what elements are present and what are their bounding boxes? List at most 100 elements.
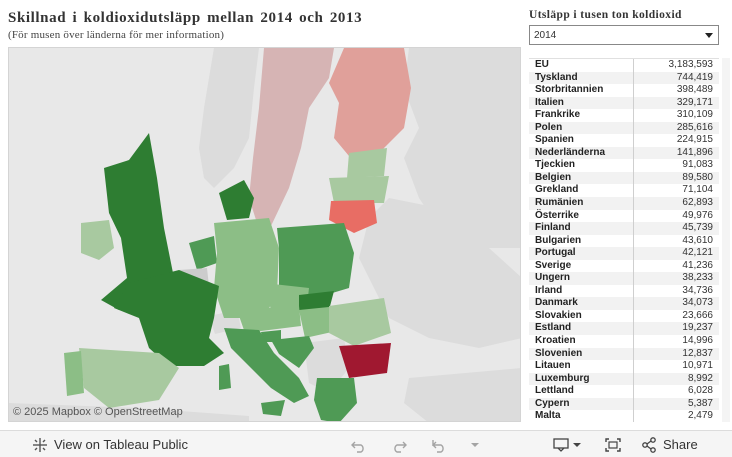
country-name-cell: Italien	[529, 96, 634, 110]
germany-country[interactable]	[214, 218, 279, 318]
table-row[interactable]: Frankrike 310,109	[529, 109, 719, 122]
table-row[interactable]: Ungern 38,233	[529, 272, 719, 285]
table-row[interactable]: Bulgarien 43,610	[529, 234, 719, 248]
table-row[interactable]: Slovakien 23,666	[529, 309, 719, 323]
table-row[interactable]: Kroatien 14,996	[529, 335, 719, 348]
emission-value-cell: 45,739	[682, 222, 713, 234]
undo-button[interactable]	[350, 431, 368, 457]
emission-value-cell: 224,915	[676, 134, 713, 146]
romania-country[interactable]	[329, 298, 391, 346]
table-row[interactable]: Rumänien 62,893	[529, 197, 719, 210]
denmark-country[interactable]	[219, 180, 254, 220]
bulgaria-country[interactable]	[339, 343, 391, 378]
chevron-down-icon	[705, 33, 713, 38]
table-row[interactable]: Österrike 49,976	[529, 209, 719, 223]
country-name-cell: Litauen	[529, 360, 634, 373]
table-row[interactable]: Cypern 5,387	[529, 397, 719, 411]
croatia-country[interactable]	[271, 336, 314, 368]
table-row[interactable]: EU 3,183,593	[529, 59, 719, 72]
country-name-cell: Storbritannien	[529, 84, 634, 97]
map-attribution: © 2025 Mapbox © OpenStreetMap	[13, 406, 183, 418]
country-name-cell: Spanien	[529, 134, 634, 147]
revert-button[interactable]	[430, 431, 448, 457]
emission-value-cell: 42,121	[682, 247, 713, 259]
redo-button[interactable]	[390, 431, 408, 457]
uk-country[interactable]	[101, 133, 174, 310]
country-name-cell: Grekland	[529, 184, 634, 198]
country-name-cell: Rumänien	[529, 197, 634, 210]
view-on-tableau-button[interactable]: View on Tableau Public	[32, 431, 188, 457]
emission-value-cell: 744,419	[676, 71, 713, 83]
table-row[interactable]: Storbritannien 398,489	[529, 84, 719, 97]
table-row[interactable]: Grekland 71,104	[529, 184, 719, 198]
page-subtitle: (För musen över länderna för mer informa…	[8, 29, 225, 41]
portugal-country[interactable]	[64, 351, 84, 396]
table-row[interactable]: Spanien 224,915	[529, 134, 719, 147]
austria-country[interactable]	[237, 306, 301, 333]
emissions-map[interactable]: © 2025 Mapbox © OpenStreetMap	[8, 47, 521, 422]
russia-region	[404, 48, 520, 248]
emission-value-cell: 19,237	[682, 322, 713, 334]
table-row[interactable]: Danmark 34,073	[529, 297, 719, 310]
north-africa-region	[9, 403, 249, 421]
country-name-cell: Luxemburg	[529, 372, 634, 386]
table-row[interactable]: Portugal 42,121	[529, 247, 719, 260]
slovakia-country[interactable]	[299, 291, 334, 310]
table-row[interactable]: Nederländerna 141,896	[529, 146, 719, 160]
emissions-table[interactable]: EU 3,183,593 Tyskland 744,419 Storbritannien…	[529, 58, 719, 422]
year-dropdown[interactable]: 2014	[529, 25, 719, 45]
france-country[interactable]	[114, 270, 224, 366]
toolbar: View on Tableau Public Share	[0, 430, 732, 457]
table-row[interactable]: Tyskland 744,419	[529, 71, 719, 85]
italy-country[interactable]	[224, 328, 309, 403]
estonia-country[interactable]	[347, 148, 387, 178]
slovenia-country[interactable]	[261, 330, 281, 342]
share-button[interactable]: Share	[641, 431, 698, 457]
table-row[interactable]: Belgien 89,580	[529, 171, 719, 185]
share-label: Share	[663, 437, 698, 452]
table-row[interactable]: Estland 19,237	[529, 322, 719, 336]
emission-value-cell: 2,479	[687, 410, 713, 422]
czechia-country[interactable]	[264, 283, 309, 310]
filter-title: Utsläpp i tusen ton koldioxid	[529, 9, 682, 21]
table-row[interactable]: Irland 34,736	[529, 284, 719, 298]
fullscreen-button[interactable]	[604, 431, 622, 457]
table-row[interactable]: Litauen 10,971	[529, 360, 719, 373]
country-name-cell: Österrike	[529, 209, 634, 223]
table-row[interactable]: Lettland 6,028	[529, 385, 719, 398]
finland-country[interactable]	[329, 48, 411, 156]
greece-country[interactable]	[314, 378, 357, 422]
download-button[interactable]	[553, 431, 581, 457]
tableau-logo-icon	[33, 437, 47, 452]
emission-value-cell: 310,109	[676, 109, 713, 121]
country-name-cell: Estland	[529, 322, 634, 336]
country-name-cell: Slovakien	[529, 309, 634, 323]
table-row[interactable]: Italien 329,171	[529, 96, 719, 110]
emission-value-cell: 285,616	[676, 121, 713, 133]
emission-value-cell: 10,971	[682, 360, 713, 372]
poland-country[interactable]	[277, 223, 354, 300]
table-row[interactable]: Tjeckien 91,083	[529, 159, 719, 172]
ireland-country[interactable]	[81, 220, 114, 260]
country-name-cell: Danmark	[529, 297, 634, 310]
country-name-cell: Nederländerna	[529, 146, 634, 160]
table-row[interactable]: Finland 45,739	[529, 222, 719, 235]
netherlands-country[interactable]	[189, 236, 217, 270]
latvia-country[interactable]	[329, 176, 389, 203]
revert-menu-button[interactable]	[470, 431, 480, 457]
table-row[interactable]: Slovenien 12,837	[529, 347, 719, 361]
table-row[interactable]: Polen 285,616	[529, 121, 719, 135]
emission-value-cell: 34,073	[682, 297, 713, 309]
table-row[interactable]: Sverige 41,236	[529, 259, 719, 273]
emission-value-cell: 6,028	[687, 385, 713, 397]
sweden-country[interactable]	[249, 48, 334, 226]
spain-country[interactable]	[79, 348, 179, 408]
table-scrollbar[interactable]	[722, 58, 730, 422]
map-canvas[interactable]	[9, 48, 521, 422]
country-name-cell: Bulgarien	[529, 234, 634, 248]
table-row[interactable]: Luxemburg 8,992	[529, 372, 719, 386]
emission-value-cell: 8,992	[687, 372, 713, 384]
country-name-cell: Kroatien	[529, 335, 634, 348]
table-row[interactable]: Malta 2,479	[529, 410, 719, 422]
emission-value-cell: 41,236	[682, 259, 713, 271]
